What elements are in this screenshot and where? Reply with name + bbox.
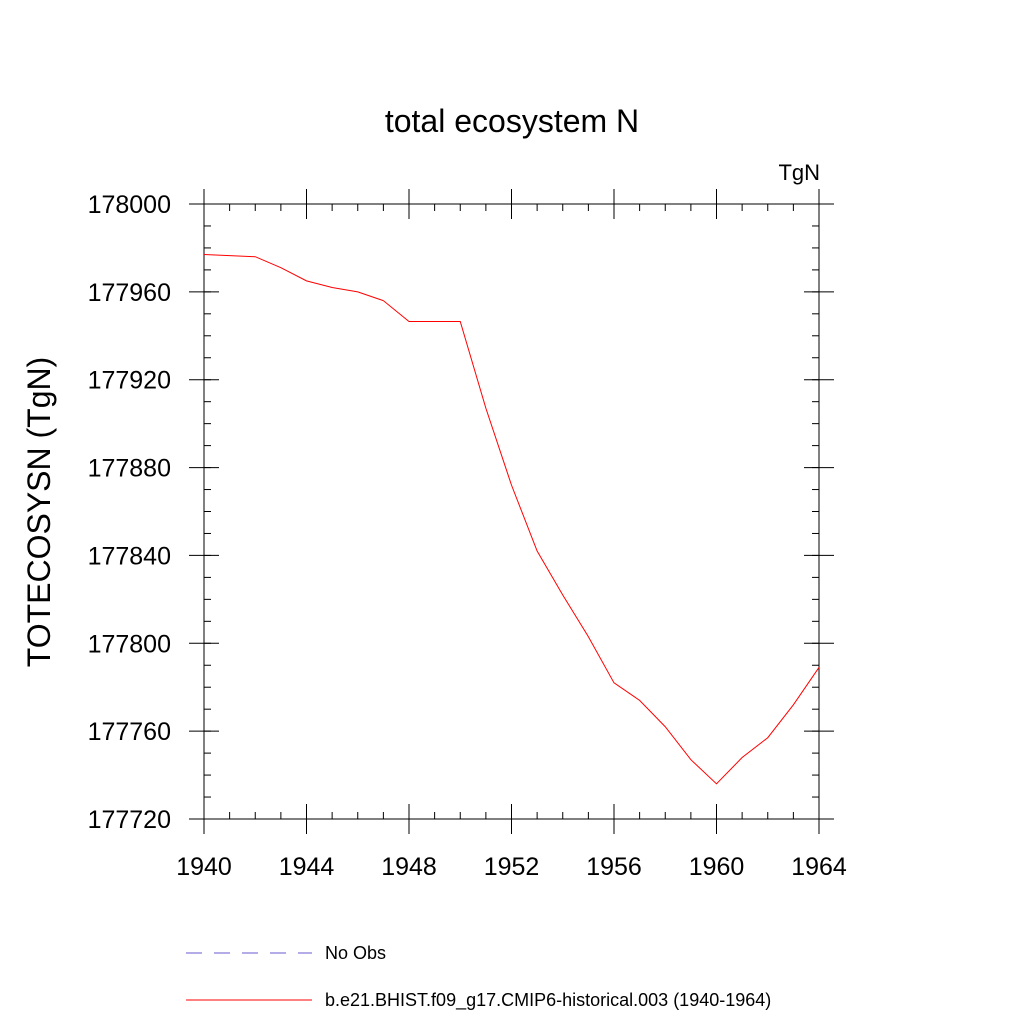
axis-ticks (189, 189, 834, 834)
x-tick-label: 1948 (381, 853, 437, 881)
x-tick-label: 1944 (279, 853, 335, 881)
y-tick-label: 177880 (88, 455, 171, 483)
series-line (203, 254, 820, 785)
units-label: TgN (778, 160, 820, 185)
series-layer (203, 254, 820, 785)
chart-title: total ecosystem N (385, 103, 639, 139)
legend-label: No Obs (325, 943, 386, 963)
y-axis-label: TOTECOSYSN (TgN) (21, 357, 57, 668)
y-tick-label: 177840 (88, 542, 171, 570)
y-tick-label: 177920 (88, 367, 171, 395)
x-tick-label: 1960 (689, 853, 745, 881)
y-tick-label: 177960 (88, 279, 171, 307)
x-tick-label: 1956 (586, 853, 642, 881)
y-tick-label: 177800 (88, 630, 171, 658)
x-tick-label: 1940 (176, 853, 232, 881)
y-tick-label: 178000 (88, 191, 171, 219)
x-tick-label: 1952 (484, 853, 540, 881)
y-tick-label: 177720 (88, 806, 171, 834)
tick-labels: 1940 1944 1948 1952 1956 1960 1964 177720 177760… (88, 191, 847, 881)
legend-label: b.e21.BHIST.f09_g17.CMIP6-historical.003… (325, 990, 771, 1011)
x-tick-label: 1964 (791, 853, 847, 881)
legend: No Obs b.e21.BHIST.f09_g17.CMIP6-historic… (186, 943, 771, 1011)
plot-frame (203, 203, 820, 820)
y-tick-label: 177760 (88, 718, 171, 746)
